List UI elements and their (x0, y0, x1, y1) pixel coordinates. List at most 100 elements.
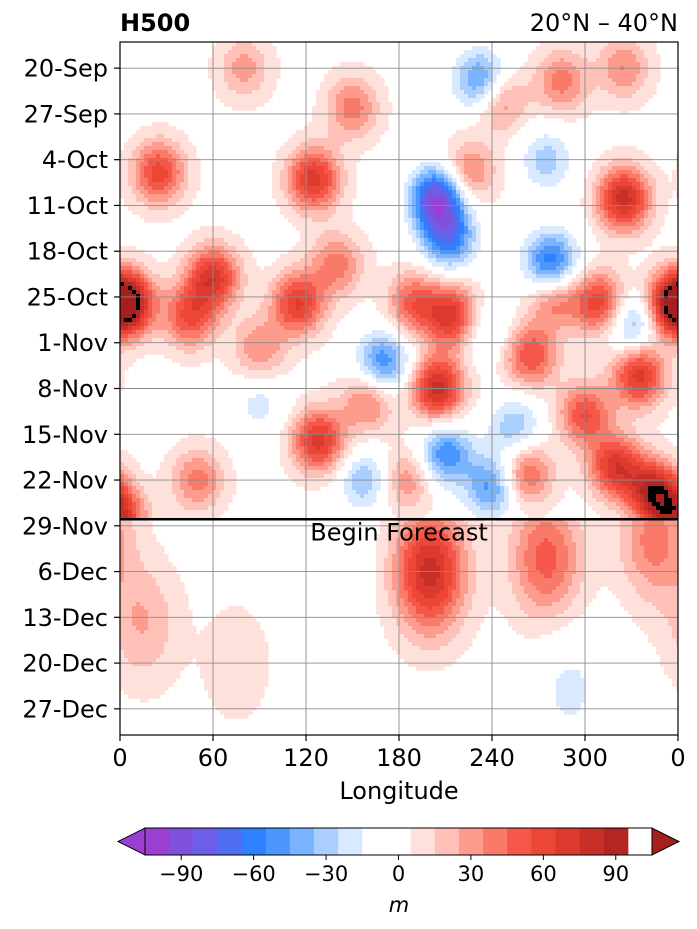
field-cell (556, 294, 561, 299)
field-cell (600, 86, 605, 91)
field-cell (652, 74, 657, 79)
field-cell (192, 238, 197, 243)
field-cell (456, 202, 461, 207)
field-cell (672, 286, 677, 291)
field-cell (324, 126, 329, 131)
field-cell (188, 142, 193, 147)
field-cell (224, 74, 229, 79)
field-cell (380, 122, 385, 127)
field-cell (400, 286, 405, 291)
field-cell (460, 282, 465, 287)
field-cell (376, 74, 381, 79)
field-cell (140, 250, 145, 255)
field-cell (320, 222, 325, 227)
field-cell (320, 82, 325, 87)
field-cell (568, 286, 573, 291)
field-cell (464, 218, 469, 223)
field-cell (272, 190, 277, 195)
field-cell (436, 290, 441, 295)
field-cell (648, 294, 653, 299)
field-cell (656, 54, 661, 59)
field-cell (428, 190, 433, 195)
field-cell (336, 278, 341, 283)
field-cell (452, 134, 457, 139)
field-cell (564, 70, 569, 75)
field-cell (632, 146, 637, 151)
field-cell (296, 274, 301, 279)
field-cell (552, 270, 557, 275)
field-cell (376, 106, 381, 111)
field-cell (632, 58, 637, 63)
field-cell (228, 46, 233, 51)
field-cell (368, 274, 373, 279)
field-cell (188, 254, 193, 259)
field-cell (620, 62, 625, 67)
field-cell (148, 150, 153, 155)
field-cell (528, 58, 533, 63)
field-cell (592, 222, 597, 227)
field-cell (636, 242, 641, 247)
field-cell (436, 174, 441, 179)
field-cell (328, 186, 333, 191)
field-cell (192, 278, 197, 283)
field-cell (312, 262, 317, 267)
field-cell (652, 174, 657, 179)
field-cell (152, 194, 157, 199)
field-cell (656, 186, 661, 191)
field-cell (352, 94, 357, 99)
field-cell (596, 102, 601, 107)
field-cell (300, 206, 305, 211)
field-cell (288, 266, 293, 271)
field-cell (132, 290, 137, 295)
field-cell (668, 250, 673, 255)
field-cell (552, 170, 557, 175)
field-cell (232, 70, 237, 75)
field-cell (288, 170, 293, 175)
field-cell (160, 134, 165, 139)
field-cell (144, 154, 149, 159)
field-cell (544, 54, 549, 59)
field-cell (264, 86, 269, 91)
field-cell (140, 210, 145, 215)
field-cell (348, 286, 353, 291)
field-cell (348, 274, 353, 279)
field-cell (380, 130, 385, 135)
field-cell (332, 294, 337, 299)
field-cell (636, 94, 641, 99)
field-cell (556, 278, 561, 283)
field-cell (592, 174, 597, 179)
field-cell (528, 106, 533, 111)
field-cell (612, 170, 617, 175)
field-cell (324, 198, 329, 203)
field-cell (500, 102, 505, 107)
field-cell (236, 290, 241, 295)
field-cell (600, 94, 605, 99)
field-cell (592, 54, 597, 59)
field-cell (536, 98, 541, 103)
field-cell (532, 154, 537, 159)
field-cell (300, 234, 305, 239)
field-cell (332, 278, 337, 283)
field-cell (260, 74, 265, 79)
field-cell (188, 234, 193, 239)
field-cell (248, 74, 253, 79)
field-cell (324, 274, 329, 279)
field-cell (316, 246, 321, 251)
field-cell (548, 74, 553, 79)
field-cell (596, 294, 601, 299)
field-cell (544, 162, 549, 167)
field-cell (464, 78, 469, 83)
field-cell (244, 42, 249, 47)
field-cell (452, 162, 457, 167)
field-cell (564, 242, 569, 247)
field-cell (132, 134, 137, 139)
field-cell (472, 82, 477, 87)
field-cell (664, 174, 669, 179)
field-cell (604, 74, 609, 79)
field-cell (612, 266, 617, 271)
field-cell (324, 226, 329, 231)
field-cell (628, 166, 633, 171)
field-cell (624, 290, 629, 295)
field-cell (368, 86, 373, 91)
field-cell (468, 50, 473, 55)
